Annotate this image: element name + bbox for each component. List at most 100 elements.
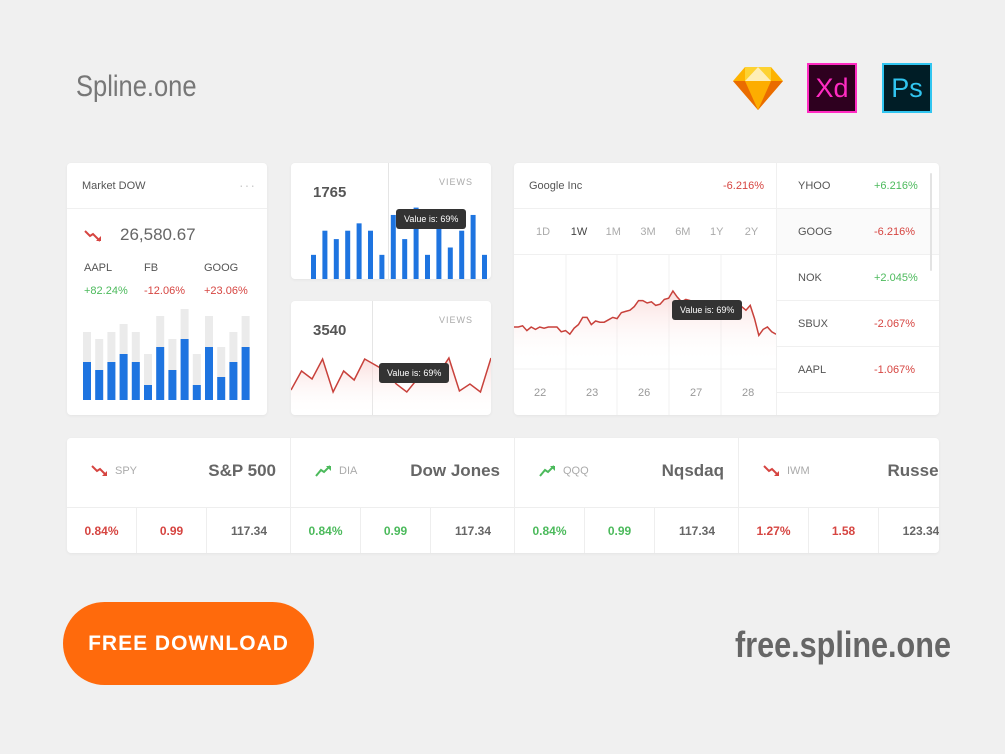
index-change: 0.99 <box>137 508 207 553</box>
bar-total <box>192 354 201 400</box>
ticker-symbol: AAPL <box>798 364 827 376</box>
views-value: 1765 <box>313 184 347 201</box>
trend-down-icon <box>84 230 101 242</box>
views-bar <box>425 254 430 279</box>
index-name: Russell <box>887 461 939 480</box>
stock-change: +23.06% <box>204 285 248 297</box>
divider <box>67 208 267 209</box>
trend-up-icon <box>539 465 555 477</box>
ticker-change: -2.067% <box>874 318 915 330</box>
range-tab-6M[interactable]: 6M <box>675 226 691 238</box>
google-card: Google Inc -6.216% 1D 1W 1M 3M 6M 1Y 2Y 22 23 26 2… <box>514 163 939 415</box>
market-bar-chart <box>83 309 250 400</box>
range-tab-1Y[interactable]: 1Y <box>710 226 724 238</box>
scrollbar[interactable] <box>930 173 932 271</box>
index-group-spy[interactable]: SPY S&P 500 0.84% 0.99 117.34 <box>67 438 291 553</box>
index-group-dia[interactable]: DIA Dow Jones 0.84% 0.99 117.34 <box>291 438 515 553</box>
ticker-row[interactable]: NOK +2.045% <box>777 255 939 301</box>
divider <box>514 208 776 209</box>
divider <box>514 254 776 255</box>
indices-card: SPY S&P 500 0.84% 0.99 117.34 DIA Dow Jo… <box>67 438 939 553</box>
ticker-row[interactable]: SBUX -2.067% <box>777 301 939 347</box>
range-tab-1M[interactable]: 1M <box>605 226 621 238</box>
index-symbol: SPY <box>115 465 138 477</box>
bar-total <box>144 354 152 400</box>
views-bar-chart <box>311 207 487 279</box>
free-download-button[interactable]: FREE DOWNLOAD <box>63 602 314 685</box>
views-bar <box>436 214 442 279</box>
index-change: 0.99 <box>361 508 431 553</box>
x-tick: 27 <box>690 387 703 399</box>
views-value: 3540 <box>313 322 347 339</box>
range-tab-2Y[interactable]: 2Y <box>744 226 759 238</box>
trend-up-icon <box>315 465 331 477</box>
views-bar <box>322 230 328 279</box>
ticker-row[interactable]: YHOO +6.216% <box>777 163 939 209</box>
bar-value <box>119 354 128 400</box>
trend-down-icon <box>91 465 107 476</box>
index-percent: 0.84% <box>67 508 137 553</box>
views-bar <box>368 230 373 279</box>
index-percent: 1.27% <box>739 508 809 553</box>
index-symbol: DIA <box>339 465 358 477</box>
ticker-change: +2.045% <box>874 272 918 284</box>
bar-value <box>229 362 238 400</box>
bar-value <box>217 377 226 400</box>
bar-value <box>180 339 189 400</box>
ticker-symbol: SBUX <box>798 318 828 330</box>
views-bar <box>379 254 385 279</box>
bar-total <box>95 339 104 400</box>
tooltip: Value is: 69% <box>396 209 467 229</box>
ticker-symbol: YHOO <box>798 180 831 192</box>
divider <box>388 163 389 279</box>
views-line-chart <box>291 356 491 415</box>
index-group-qqq[interactable]: QQQ Nqsdaq 0.84% 0.99 117.34 <box>515 438 739 553</box>
divider <box>67 507 939 508</box>
tooltip: Value is: 69% <box>672 300 743 320</box>
index-price: 123.34 <box>902 523 939 538</box>
views-bar <box>459 230 465 279</box>
index-name: S&P 500 <box>208 461 276 480</box>
trend-down-icon <box>763 465 779 476</box>
index-group-iwm[interactable]: IWM Russell 1.27% 1.58 123.34 <box>739 438 939 553</box>
x-tick: 26 <box>638 387 651 399</box>
x-tick: 23 <box>586 387 599 399</box>
ticker-row[interactable]: GOOG -6.216% <box>777 209 939 255</box>
views-bar <box>470 214 476 279</box>
stock-change: +82.24% <box>84 285 128 297</box>
ticker-change: -1.067% <box>874 364 915 376</box>
range-tab-1W[interactable]: 1W <box>570 226 588 238</box>
bar-value <box>192 385 201 400</box>
views-bar <box>402 239 408 279</box>
index-name: Dow Jones <box>410 461 500 480</box>
ticker-symbol: NOK <box>798 272 822 284</box>
bar-value <box>131 362 140 400</box>
stock-symbol: FB <box>144 262 159 274</box>
ps-icon: Ps <box>882 63 932 113</box>
bar-value <box>95 370 104 400</box>
stock-symbol: AAPL <box>84 262 113 274</box>
range-tab-3M[interactable]: 3M <box>640 226 656 238</box>
index-price: 117.34 <box>454 523 492 538</box>
download-url-link[interactable]: free.spline.one <box>735 624 951 665</box>
index-percent: 0.84% <box>515 508 585 553</box>
views-bar <box>345 230 351 279</box>
views-bar-card: 1765 VIEWS Value is: 69% <box>291 163 491 279</box>
views-label: VIEWS <box>439 315 474 325</box>
more-icon[interactable]: ··· <box>239 177 256 193</box>
index-change: 1.58 <box>809 508 879 553</box>
bar-value <box>144 385 152 400</box>
index-change: 0.99 <box>585 508 655 553</box>
index-symbol: QQQ <box>563 465 589 477</box>
views-line-card: 3540 VIEWS Value is: 69% <box>291 301 491 415</box>
views-label: VIEWS <box>439 177 474 187</box>
bar-value <box>83 362 91 400</box>
x-tick: 22 <box>534 387 547 399</box>
range-tab-1D[interactable]: 1D <box>536 226 551 238</box>
ticker-change: +6.216% <box>874 180 918 192</box>
ticker-change: -6.216% <box>874 226 915 238</box>
ticker-row[interactable]: AAPL -1.067% <box>777 347 939 393</box>
google-line-chart <box>514 255 776 415</box>
index-symbol: IWM <box>787 465 810 477</box>
x-tick: 28 <box>742 387 755 399</box>
